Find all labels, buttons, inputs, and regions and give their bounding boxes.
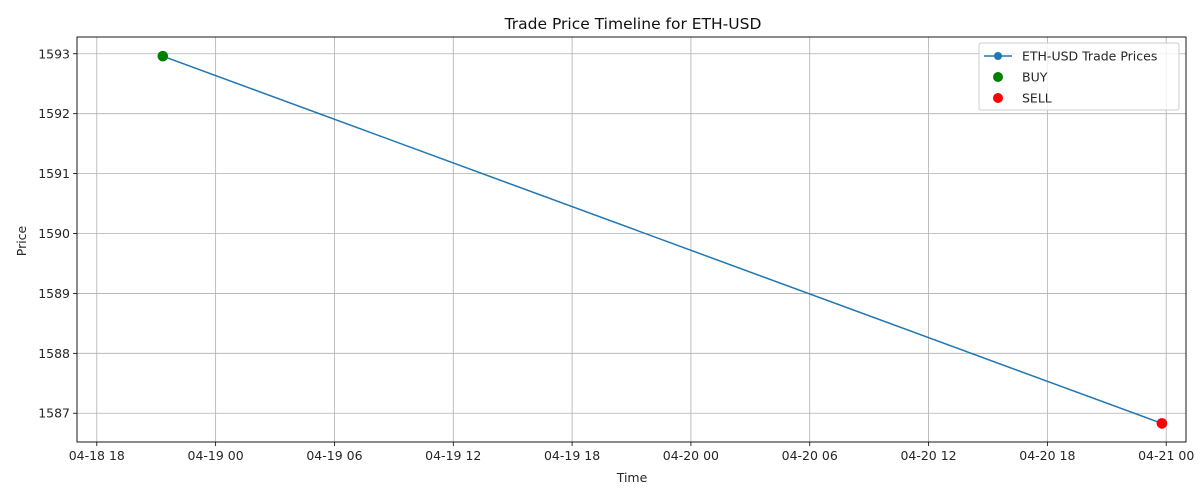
x-tick-label: 04-18 18 xyxy=(69,448,125,463)
plot-frame xyxy=(76,36,1187,443)
legend-label: SELL xyxy=(1022,91,1052,106)
x-axis-title: Time xyxy=(616,470,648,485)
buy-point xyxy=(157,50,169,62)
x-tick-label: 04-20 18 xyxy=(1019,448,1075,463)
y-tick-label: 1591 xyxy=(38,166,70,181)
x-tick-label: 04-20 06 xyxy=(782,448,838,463)
axis-ticks: 04-18 18 04-19 00 04-19 06 04-19 12 04-19 18… xyxy=(38,46,1194,463)
y-tick-label: 1587 xyxy=(38,406,70,421)
y-tick-label: 1588 xyxy=(38,346,70,361)
legend-marker xyxy=(994,52,1002,60)
x-tick-label: 04-20 00 xyxy=(663,448,719,463)
y-axis-title: Price xyxy=(14,225,29,256)
legend-label: ETH-USD Trade Prices xyxy=(1022,49,1157,64)
legend-marker xyxy=(993,93,1003,103)
y-tick-label: 1589 xyxy=(38,286,70,301)
y-tick-label: 1593 xyxy=(38,46,70,61)
legend-marker xyxy=(993,72,1003,82)
chart-title: Trade Price Timeline for ETH-USD xyxy=(504,15,762,33)
sell-point xyxy=(1156,418,1168,429)
legend-box xyxy=(978,42,1180,111)
x-tick-label: 04-19 00 xyxy=(188,448,244,463)
x-tick-label: 04-21 00 xyxy=(1138,448,1194,463)
legend-label: BUY xyxy=(1022,70,1048,85)
series-layer xyxy=(157,50,1168,429)
y-tick-label: 1590 xyxy=(38,226,70,241)
legend: ETH-USD Trade Prices BUY SELL xyxy=(978,42,1180,111)
x-tick-label: 04-20 12 xyxy=(900,448,956,463)
x-tick-label: 04-19 12 xyxy=(425,448,481,463)
series-line xyxy=(162,55,1163,425)
y-tick-label: 1592 xyxy=(38,106,70,121)
x-tick-label: 04-19 18 xyxy=(544,448,600,463)
x-tick-label: 04-19 06 xyxy=(306,448,362,463)
